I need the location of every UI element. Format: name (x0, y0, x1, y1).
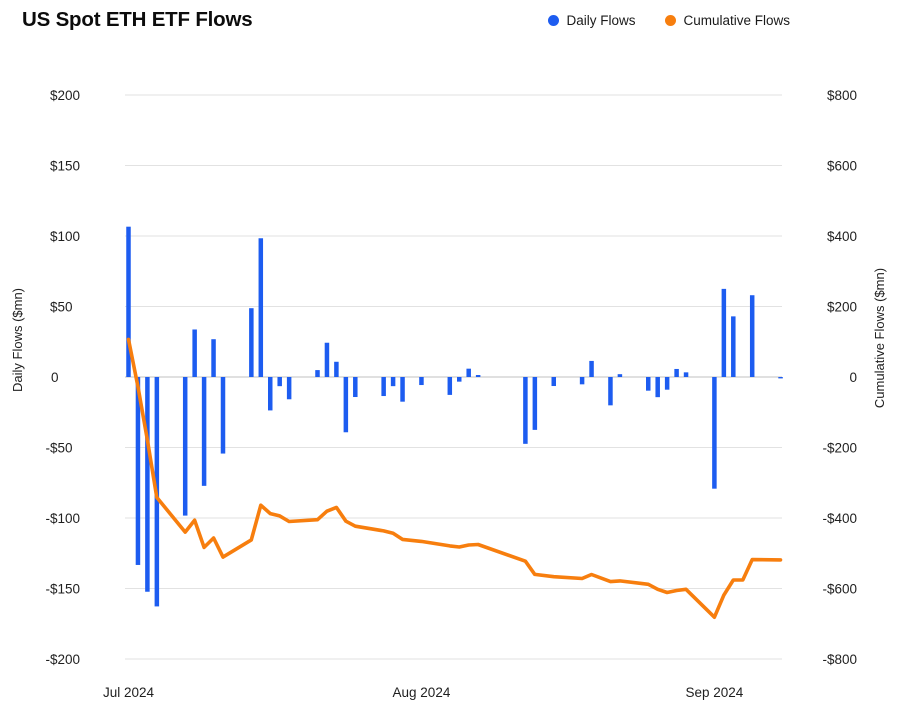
y-left-axis-title: Daily Flows ($mn) (10, 288, 25, 392)
y-left-tick-label: $150 (50, 158, 80, 173)
daily-flow-bar (664, 377, 670, 390)
y-right-tick-label: -$800 (822, 652, 857, 667)
daily-flow-bar (523, 377, 528, 444)
daily-flow-bar (286, 377, 292, 400)
daily-flow-bar (778, 377, 783, 379)
cumulative-flows-dot-icon (665, 15, 677, 26)
daily-flow-bar (268, 377, 273, 411)
chart-legend: Daily Flows Cumulative Flows (548, 13, 790, 28)
legend-label-daily-flows: Daily Flows (566, 13, 636, 28)
y-right-tick-label: $600 (827, 158, 857, 173)
daily-flow-bar (201, 377, 207, 486)
daily-flow-bar (731, 316, 736, 377)
daily-flow-bar (145, 377, 150, 592)
y-right-tick-label: $400 (827, 229, 857, 244)
daily-flow-bar (447, 377, 453, 395)
y-left-tick-label: $50 (50, 299, 73, 314)
y-right-tick-label: -$600 (822, 581, 857, 596)
y-right-axis-title: Cumulative Flows ($mn) (872, 268, 887, 408)
x-tick-label: Sep 2024 (685, 685, 743, 700)
legend-item-cumulative-flows[interactable]: Cumulative Flows (665, 13, 790, 28)
daily-flow-bar (400, 377, 405, 402)
daily-flow-bar (249, 308, 254, 377)
daily-flow-bar (324, 342, 330, 377)
daily-flow-bar (674, 368, 679, 377)
daily-flows-dot-icon (548, 15, 560, 26)
daily-flow-bar (457, 377, 462, 382)
daily-flow-bar (683, 372, 689, 377)
daily-flow-bar (353, 377, 358, 398)
y-right-tick-label: -$200 (822, 440, 857, 455)
daily-flow-bar (589, 360, 594, 377)
daily-flow-bar (712, 377, 717, 489)
daily-flow-bar (390, 377, 396, 387)
daily-flow-bar (475, 375, 481, 377)
daily-flow-bar (277, 377, 282, 387)
y-left-tick-label: 0 (51, 370, 59, 385)
y-left-tick-label: -$100 (46, 511, 81, 526)
daily-flow-bar (579, 377, 585, 385)
daily-flow-bar (126, 226, 131, 377)
x-tick-label: Jul 2024 (103, 685, 155, 700)
daily-flow-bar (192, 329, 197, 377)
daily-flow-bar (466, 368, 471, 377)
daily-flow-bar (135, 377, 141, 565)
y-left-tick-label: $100 (50, 229, 80, 244)
daily-flow-bar (258, 238, 264, 377)
legend-label-cumulative-flows: Cumulative Flows (683, 13, 790, 28)
daily-flow-bar (532, 377, 538, 430)
y-right-tick-label: -$400 (822, 511, 857, 526)
daily-flow-bar (721, 288, 727, 377)
daily-flow-bar (343, 377, 349, 433)
legend-item-daily-flows[interactable]: Daily Flows (548, 13, 635, 28)
daily-flow-bar (608, 377, 613, 406)
daily-flow-bar (334, 361, 339, 377)
y-left-tick-label: -$50 (46, 440, 73, 455)
y-right-tick-label: $200 (827, 299, 857, 314)
daily-flow-bar (315, 370, 320, 377)
daily-flow-bar (182, 377, 188, 516)
y-right-tick-label: 0 (849, 370, 857, 385)
daily-flow-bar (655, 377, 660, 398)
daily-flow-bar (419, 377, 424, 386)
y-right-tick-label: $800 (827, 88, 857, 103)
daily-flow-bar (617, 374, 623, 377)
page-title: US Spot ETH ETF Flows (22, 8, 253, 31)
y-left-tick-label: -$150 (46, 581, 81, 596)
y-left-tick-label: $200 (50, 88, 80, 103)
daily-flow-bar (381, 377, 386, 397)
daily-flow-bar (220, 377, 226, 454)
y-left-tick-label: -$200 (46, 652, 81, 667)
daily-flow-bar (749, 295, 755, 377)
daily-flow-bar (646, 377, 651, 391)
cumulative-flows-line (126, 337, 783, 620)
daily-flow-bar (551, 377, 556, 387)
x-tick-label: Aug 2024 (393, 685, 451, 700)
daily-flow-bar (211, 339, 216, 377)
